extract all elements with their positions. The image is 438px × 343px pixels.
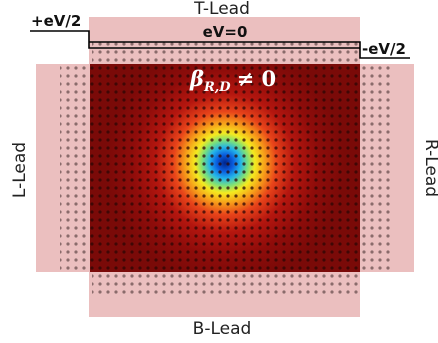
top-lead-lattice	[92, 40, 358, 64]
left-lead-label: L-Lead	[10, 142, 30, 198]
beta-annotation: βR,D ≠ 0	[189, 66, 276, 95]
bottom-lead-label: B-Lead	[193, 319, 252, 339]
scattering-lattice	[90, 64, 360, 272]
left-bias-wire	[30, 30, 360, 49]
right-bias-wire	[89, 41, 410, 59]
beta-subscript: R,D	[203, 80, 231, 95]
right-lead-lattice	[360, 64, 390, 272]
beta-relation: ≠ 0	[237, 66, 277, 91]
beta-symbol: β	[189, 66, 204, 91]
right-bias-label: -eV/2	[362, 40, 406, 58]
center-bias-label: eV=0	[203, 23, 248, 41]
bottom-lead-lattice	[92, 272, 358, 298]
left-lead-lattice	[60, 64, 90, 272]
top-lead-label: T-Lead	[193, 0, 250, 19]
left-bias-label: +eV/2	[31, 12, 81, 30]
right-lead-label: R-Lead	[421, 139, 438, 197]
